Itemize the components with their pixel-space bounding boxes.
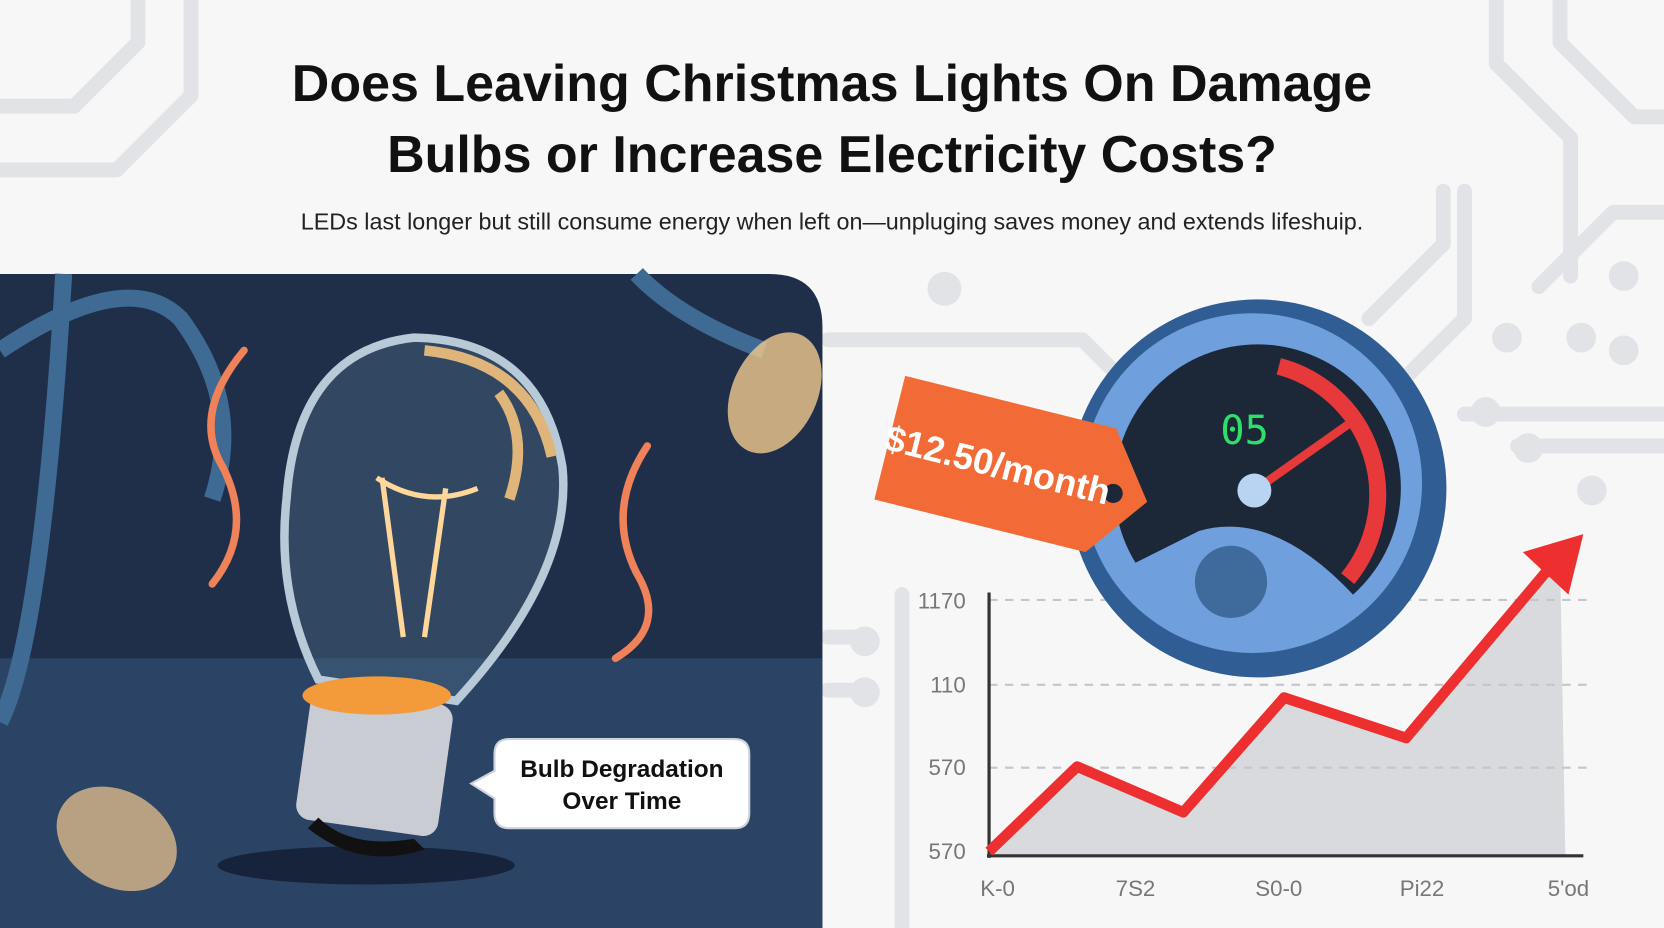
filament	[375, 475, 479, 638]
bulb-crack	[423, 345, 558, 501]
gauge-knob	[1194, 545, 1268, 618]
gauge: 05	[1068, 299, 1447, 678]
bulb-tip	[307, 817, 425, 857]
y-label: 1170	[918, 588, 966, 613]
area	[989, 552, 1566, 856]
subtitle: LEDs last longer but still consume energ…	[301, 208, 1363, 234]
blurred-bulb	[56, 786, 177, 892]
callout-box	[469, 737, 751, 830]
gauge-red-zone	[1276, 358, 1387, 585]
x-label: K-0	[980, 876, 1015, 901]
x-label: 7S2	[1116, 876, 1156, 901]
bulb-glass	[280, 333, 568, 706]
chart: 1170 110 570 570 K-0 7S2 S0-0 Pi22 5'od	[918, 534, 1589, 901]
gauge-readout: 05	[1220, 407, 1269, 454]
y-label: 570	[929, 755, 966, 780]
gauge-face	[1114, 344, 1401, 595]
x-label: S0-0	[1255, 876, 1302, 901]
title-line: Bulbs or Increase Electricity Costs?	[387, 126, 1277, 184]
needle-hub	[1237, 473, 1272, 508]
callout-text: Bulb Degradation	[520, 756, 723, 783]
blurred-bulb	[727, 332, 822, 454]
y-label: 110	[930, 672, 966, 697]
x-label: 5'od	[1548, 876, 1589, 901]
wire	[0, 268, 768, 726]
y-label: 570	[929, 839, 966, 864]
trend-line	[985, 564, 1554, 856]
price-tag: $12.50/month	[874, 375, 1148, 553]
gauge-needle	[1251, 421, 1351, 495]
bulb-base	[296, 688, 453, 836]
arrow-head	[1522, 534, 1584, 595]
shadow	[217, 846, 515, 885]
x-label: Pi22	[1400, 876, 1445, 901]
heat-wave	[207, 346, 653, 663]
left-panel: Bulb Degradation Over Time	[0, 268, 823, 928]
tag-hole	[1103, 483, 1123, 503]
title-line: Does Leaving Christmas Lights On Damage	[292, 55, 1372, 113]
tag-shape	[874, 375, 1148, 553]
bulb-neck	[302, 676, 452, 715]
callout-text: Over Time	[562, 788, 681, 815]
